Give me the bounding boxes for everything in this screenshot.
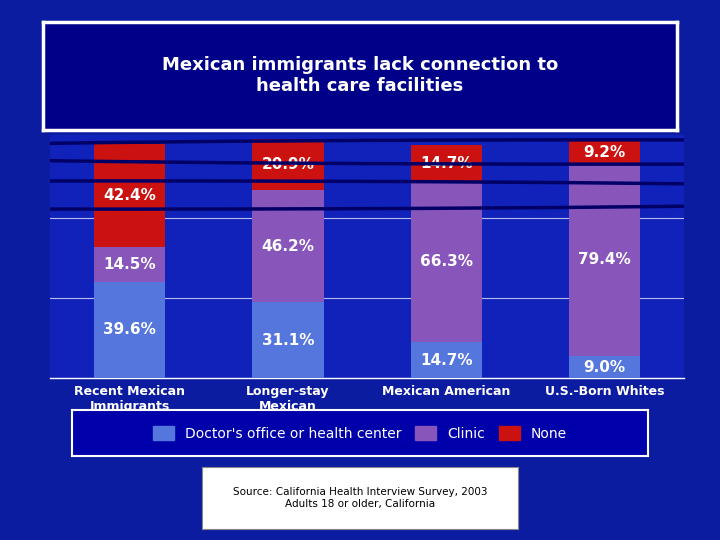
Bar: [570, 141, 641, 163]
Bar: [94, 247, 166, 282]
Bar: [253, 302, 324, 378]
Text: 42.4%: 42.4%: [103, 187, 156, 202]
Text: 9.0%: 9.0%: [584, 360, 626, 375]
Bar: [253, 190, 324, 302]
Bar: [94, 144, 166, 247]
Bar: [410, 145, 482, 181]
Bar: [253, 139, 324, 190]
Bar: [94, 282, 166, 378]
Text: 14.7%: 14.7%: [420, 156, 473, 171]
Legend: Doctor's office or health center, Clinic, None: Doctor's office or health center, Clinic…: [148, 421, 572, 446]
Text: 46.2%: 46.2%: [261, 239, 315, 254]
Bar: [570, 356, 641, 378]
Text: 39.6%: 39.6%: [103, 322, 156, 338]
Bar: [570, 163, 641, 356]
Text: 14.5%: 14.5%: [103, 256, 156, 272]
Bar: [410, 342, 482, 378]
Text: 79.4%: 79.4%: [578, 252, 631, 267]
Bar: [410, 181, 482, 342]
Text: 20.9%: 20.9%: [261, 157, 315, 172]
Text: 31.1%: 31.1%: [262, 333, 314, 348]
Text: 9.2%: 9.2%: [584, 145, 626, 159]
Text: Source: California Health Interview Survey, 2003
Adults 18 or older, California: Source: California Health Interview Surv…: [233, 487, 487, 509]
Text: Mexican immigrants lack connection to
health care facilities: Mexican immigrants lack connection to he…: [162, 56, 558, 95]
Text: 14.7%: 14.7%: [420, 353, 473, 368]
Text: 66.3%: 66.3%: [420, 254, 473, 269]
